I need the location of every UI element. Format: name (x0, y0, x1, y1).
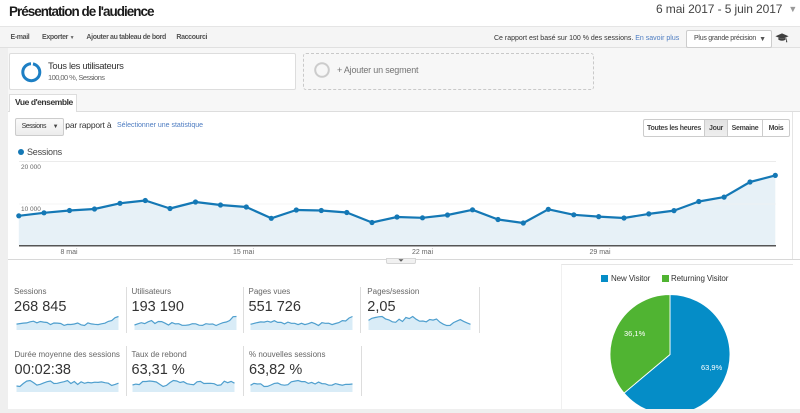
svg-text:63,9%: 63,9% (701, 363, 723, 372)
svg-text:36,1%: 36,1% (624, 329, 646, 338)
